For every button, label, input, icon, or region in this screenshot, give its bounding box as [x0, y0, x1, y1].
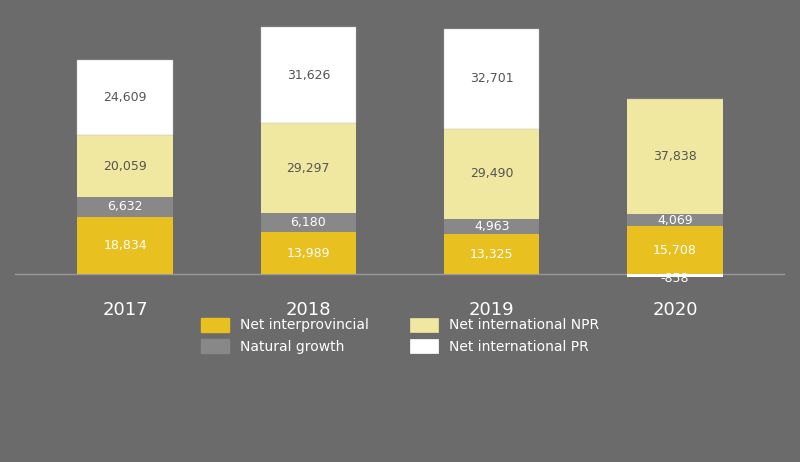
Text: 20,059: 20,059 — [103, 159, 147, 173]
Text: 32,701: 32,701 — [470, 72, 514, 85]
Text: 29,297: 29,297 — [286, 162, 330, 175]
Text: 15,708: 15,708 — [653, 244, 697, 257]
Text: 18,834: 18,834 — [103, 239, 147, 252]
Text: -858: -858 — [661, 272, 690, 285]
Text: 29,490: 29,490 — [470, 167, 514, 180]
Text: 6,180: 6,180 — [290, 216, 326, 229]
Bar — [78, 217, 173, 274]
Bar — [78, 135, 173, 197]
Bar — [627, 274, 722, 277]
Bar — [627, 226, 722, 274]
Text: 6,632: 6,632 — [107, 201, 142, 213]
Text: 13,325: 13,325 — [470, 248, 514, 261]
Text: 31,626: 31,626 — [286, 69, 330, 82]
Bar — [444, 29, 539, 128]
Text: 4,069: 4,069 — [657, 214, 693, 227]
Bar — [261, 232, 356, 274]
Bar — [444, 234, 539, 274]
Text: 37,838: 37,838 — [653, 150, 697, 163]
Legend: Net interprovincial, Natural growth, Net international NPR, Net international PR: Net interprovincial, Natural growth, Net… — [195, 312, 605, 359]
Text: 13,989: 13,989 — [286, 247, 330, 260]
Bar — [627, 214, 722, 226]
Bar — [261, 27, 356, 123]
Text: 24,609: 24,609 — [103, 91, 146, 104]
Bar — [78, 61, 173, 135]
Bar — [261, 213, 356, 232]
Bar — [627, 98, 722, 214]
Text: 4,963: 4,963 — [474, 219, 510, 233]
Bar — [261, 123, 356, 213]
Bar — [444, 128, 539, 219]
Bar — [78, 197, 173, 217]
Bar — [444, 219, 539, 234]
